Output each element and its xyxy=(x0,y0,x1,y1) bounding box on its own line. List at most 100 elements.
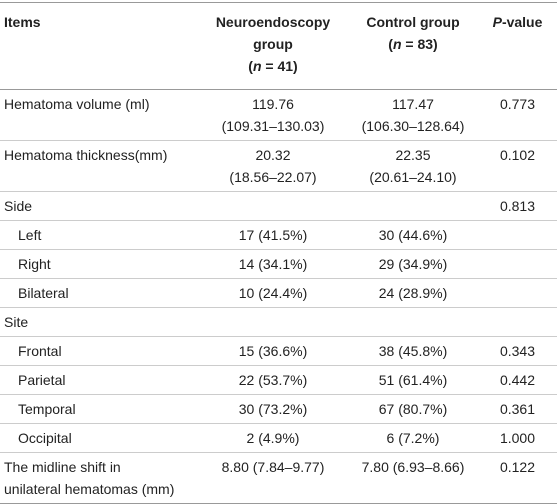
table-cell: 117.47 (106.30–128.64) xyxy=(348,89,478,141)
table-cell xyxy=(478,249,557,279)
cell-text: 7.80 (6.93–8.66) xyxy=(361,459,465,475)
header-cell: Control group (n = 83) xyxy=(348,2,478,90)
table-cell: 30 (44.6%) xyxy=(348,220,478,250)
sample-part: = 83) xyxy=(401,36,438,52)
sample-part: ( xyxy=(248,58,253,74)
table-cell: 20.32 (18.56–22.07) xyxy=(198,140,348,192)
header-cell: P-value xyxy=(478,2,557,90)
table-cell: 30 (73.2%) xyxy=(198,394,348,424)
table-cell: Parietal xyxy=(0,365,198,395)
table-row: Right 14 (34.1%) 29 (34.9%) xyxy=(0,249,557,279)
header-text: Neuroendoscopy xyxy=(215,14,331,30)
table-cell xyxy=(348,307,478,337)
table-cell: 8.80 (7.84–9.77) xyxy=(198,452,348,504)
sample-part: n xyxy=(392,36,402,52)
table-cell: Right xyxy=(0,249,198,279)
cell-text: (18.56–22.07) xyxy=(229,169,317,185)
cell-text: Occipital xyxy=(18,430,72,446)
cell-text: Right xyxy=(18,256,51,272)
table-row: Left 17 (41.5%) 30 (44.6%) xyxy=(0,220,557,250)
cell-text: 30 (73.2%) xyxy=(238,401,308,417)
cell-text: 24 (28.9%) xyxy=(378,285,448,301)
table-cell: 22 (53.7%) xyxy=(198,365,348,395)
table-cell: 0.813 xyxy=(478,191,557,221)
cell-text: Hematoma thickness(mm) xyxy=(4,147,168,163)
cell-text: (109.31–130.03) xyxy=(221,118,325,134)
cell-text: 38 (45.8%) xyxy=(378,343,448,359)
table-cell: Side xyxy=(0,191,198,221)
table-cell: Hematoma thickness(mm) xyxy=(0,140,198,192)
table-row: The midline shift in unilateral hematomas… xyxy=(0,452,557,504)
table-row: Parietal 22 (53.7%) 51 (61.4%) 0.442 xyxy=(0,365,557,395)
cell-text: 30 (44.6%) xyxy=(378,227,448,243)
header-text: Items xyxy=(4,14,41,30)
sample-size: (n = 83) xyxy=(352,33,474,55)
table-cell: 24 (28.9%) xyxy=(348,278,478,308)
sample-size: (n = 41) xyxy=(202,55,344,77)
table-cell: 51 (61.4%) xyxy=(348,365,478,395)
header-row: Items Neuroendoscopy group (n = 41) Control … xyxy=(0,2,557,90)
table-cell: Left xyxy=(0,220,198,250)
cell-text: 51 (61.4%) xyxy=(378,372,448,388)
table-header: Items Neuroendoscopy group (n = 41) Control … xyxy=(0,2,557,90)
table-cell: Hematoma volume (ml) xyxy=(0,89,198,141)
cell-text: 2 (4.9%) xyxy=(246,430,300,446)
cell-text: 0.343 xyxy=(499,343,536,359)
sample-part: = 41) xyxy=(261,58,298,74)
cell-text: 17 (41.5%) xyxy=(238,227,308,243)
table-cell xyxy=(478,278,557,308)
table-cell: 22.35 (20.61–24.10) xyxy=(348,140,478,192)
cell-text: 29 (34.9%) xyxy=(378,256,448,272)
table-cell: Site xyxy=(0,307,198,337)
cell-text: 15 (36.6%) xyxy=(238,343,308,359)
table-cell: 0.361 xyxy=(478,394,557,424)
table-cell: 38 (45.8%) xyxy=(348,336,478,366)
cell-text: (20.61–24.10) xyxy=(369,169,457,185)
cell-text: 14 (34.1%) xyxy=(238,256,308,272)
cell-text: 22 (53.7%) xyxy=(238,372,308,388)
cell-text: 117.47 xyxy=(392,96,434,112)
table-row: Occipital 2 (4.9%) 6 (7.2%) 1.000 xyxy=(0,423,557,453)
cell-text: 0.102 xyxy=(499,147,536,163)
cell-text: (106.30–128.64) xyxy=(361,118,465,134)
cell-text: The midline shift in xyxy=(4,459,121,475)
cell-text: Left xyxy=(18,227,42,243)
table-cell xyxy=(348,191,478,221)
cell-text: 0.442 xyxy=(499,372,536,388)
cell-text: 10 (24.4%) xyxy=(238,285,308,301)
header-text: P xyxy=(492,14,502,30)
table-cell: 0.442 xyxy=(478,365,557,395)
table-cell xyxy=(198,307,348,337)
cell-text: 0.813 xyxy=(499,198,536,214)
table-cell: The midline shift in unilateral hematomas… xyxy=(0,452,198,504)
header-text: Control group xyxy=(366,14,460,30)
table-body: Hematoma volume (ml) 119.76 (109.31–130.03… xyxy=(0,89,557,504)
sample-part: n xyxy=(252,58,262,74)
sample-part: ( xyxy=(388,36,393,52)
cell-text: 67 (80.7%) xyxy=(378,401,448,417)
cell-text: 6 (7.2%) xyxy=(386,430,440,446)
cell-text: 20.32 xyxy=(255,147,291,163)
table-cell: Occipital xyxy=(0,423,198,453)
cell-text: Bilateral xyxy=(18,285,69,301)
table-cell: 0.343 xyxy=(478,336,557,366)
table-cell xyxy=(198,191,348,221)
table-cell: 29 (34.9%) xyxy=(348,249,478,279)
table-row: Temporal 30 (73.2%) 67 (80.7%) 0.361 xyxy=(0,394,557,424)
cell-text: 8.80 (7.84–9.77) xyxy=(221,459,325,475)
cell-text: 0.773 xyxy=(499,96,536,112)
header-cell: Neuroendoscopy group (n = 41) xyxy=(198,2,348,90)
table-cell: 67 (80.7%) xyxy=(348,394,478,424)
table-cell: 15 (36.6%) xyxy=(198,336,348,366)
table-cell xyxy=(478,307,557,337)
table-cell: 7.80 (6.93–8.66) xyxy=(348,452,478,504)
cell-text: 22.35 xyxy=(395,147,431,163)
table-cell: 6 (7.2%) xyxy=(348,423,478,453)
cell-text: Temporal xyxy=(18,401,76,417)
table-cell: 14 (34.1%) xyxy=(198,249,348,279)
cell-text: 1.000 xyxy=(499,430,536,446)
cell-text: Site xyxy=(4,314,29,330)
cell-text: 119.76 xyxy=(252,96,294,112)
header-text: -value xyxy=(501,14,543,30)
